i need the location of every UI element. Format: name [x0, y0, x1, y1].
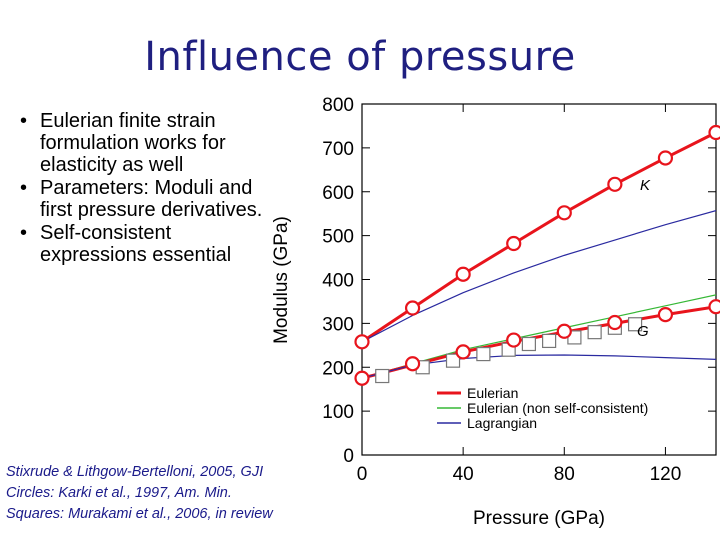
y-tick-label: 300	[322, 314, 354, 335]
circle-marker-k	[455, 266, 471, 282]
x-axis-title: Pressure (GPa)	[473, 508, 605, 529]
y-tick-label: 600	[322, 183, 354, 204]
y-tick-label: 500	[322, 227, 354, 248]
y-tick-label: 200	[322, 358, 354, 379]
square-marker	[445, 353, 461, 368]
circle-marker-k	[556, 205, 572, 221]
y-tick-label: 0	[343, 446, 354, 467]
series-line-k	[362, 210, 716, 343]
citation-source: Stixrude & Lithgow-Bertelloni, 2005, GJI	[6, 464, 264, 480]
square-marker	[476, 346, 491, 362]
square-marker	[521, 336, 536, 352]
square-marker	[542, 333, 557, 349]
data-layer	[362, 131, 716, 384]
circle-marker-g	[506, 332, 522, 348]
bullet-text: Self-consistent expressions essential	[40, 222, 232, 266]
citations: Stixrude & Lithgow-Bertelloni, 2005, GJI…	[6, 462, 273, 525]
y-tick-label: 100	[322, 402, 354, 423]
circle-marker-g	[455, 344, 471, 360]
citation-squares: Squares: Murakami et al., 2006, in revie…	[6, 506, 273, 522]
bullet-text: Eulerian finite strain formulation works…	[40, 110, 226, 176]
circle-marker-k	[354, 334, 370, 350]
citation-circles: Circles: Karki et al., 1997, Am. Min.	[6, 485, 232, 501]
circle-marker-g	[607, 314, 623, 331]
series-label-k: K	[640, 177, 651, 194]
circle-marker-k	[404, 300, 421, 316]
circle-marker-k	[506, 235, 522, 252]
circle-marker-g	[657, 307, 674, 323]
square-marker	[375, 368, 390, 384]
bullet-item: • Eulerian finite strain formulation work…	[8, 110, 270, 176]
square-marker	[587, 325, 602, 340]
x-tick-label: 0	[357, 464, 368, 485]
legend-label: Eulerian (non self-consistent)	[467, 400, 648, 416]
legend-label: Lagrangian	[467, 415, 537, 431]
bullet-dot-icon: •	[20, 110, 28, 132]
circle-marker-g	[708, 299, 720, 315]
x-tick-label: 40	[453, 464, 474, 485]
x-tick-label: 80	[554, 464, 575, 485]
y-tick-label: 800	[322, 95, 354, 116]
circle-marker-k	[607, 176, 623, 192]
series-label-g: G	[637, 323, 649, 340]
bullet-list: • Eulerian finite strain formulation work…	[8, 110, 270, 267]
circle-marker-k	[708, 124, 720, 141]
square-marker	[627, 317, 643, 332]
y-axis-title: Modulus (GPa)	[271, 216, 292, 344]
bullet-item: • Parameters: Moduli and first pressure d…	[8, 177, 270, 221]
bullet-dot-icon: •	[20, 222, 28, 244]
legend-label: Eulerian	[467, 385, 518, 401]
bullet-item: • Self-consistent expressions essential	[8, 222, 270, 266]
bullet-text: Parameters: Moduli and first pressure de…	[40, 177, 263, 221]
slide-title: Influence of pressure	[144, 34, 576, 80]
circle-marker-g	[354, 370, 370, 386]
series-line-k	[362, 131, 716, 344]
y-tick-label: 400	[322, 271, 354, 292]
circle-marker-k	[657, 150, 674, 166]
bullet-dot-icon: •	[20, 177, 28, 199]
circle-marker-g	[556, 323, 572, 339]
x-tick-label: 120	[650, 464, 682, 485]
circle-marker-g	[404, 356, 421, 372]
y-tick-label: 700	[322, 139, 354, 160]
